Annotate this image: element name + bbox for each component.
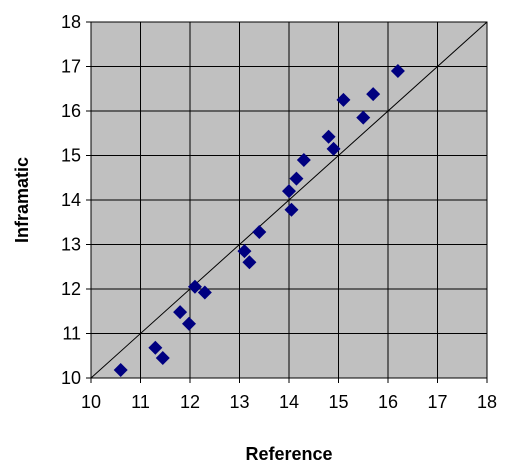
data-point-16	[336, 92, 351, 107]
data-point-11	[284, 202, 299, 217]
data-point-15	[326, 141, 341, 156]
reference-line	[90, 21, 488, 379]
data-point-2	[155, 350, 170, 365]
x-tick-labels: 10 11 12 13 14 15 16 17 18	[81, 392, 497, 412]
data-point-5	[187, 279, 202, 294]
data-point-4	[182, 316, 197, 331]
data-point-8	[242, 255, 257, 270]
data-point-17	[356, 110, 371, 125]
y-tick-label-4: 14	[61, 190, 81, 210]
y-axis-title: Inframatic	[12, 157, 32, 243]
data-point-1	[148, 340, 163, 355]
x-tick-label-6: 16	[378, 392, 398, 412]
y-tick-labels: 10 11 12 13 14 15 16 17 18	[61, 12, 81, 388]
y-tick-label-0: 10	[61, 368, 81, 388]
data-point-9	[252, 225, 267, 240]
data-point-14	[321, 129, 336, 144]
y-tick-label-8: 18	[61, 12, 81, 32]
y-tick-label-5: 15	[61, 146, 81, 166]
data-point-10	[282, 184, 296, 199]
x-tick-label-7: 17	[427, 392, 447, 412]
x-tick-label-3: 13	[229, 392, 249, 412]
x-tick-label-0: 10	[81, 392, 101, 412]
data-points	[113, 63, 405, 377]
x-tick-label-5: 15	[328, 392, 348, 412]
data-point-0	[113, 362, 128, 377]
data-point-7	[237, 244, 252, 259]
x-axis-title: Reference	[245, 444, 332, 464]
x-tick-label-4: 14	[279, 392, 299, 412]
data-point-13	[296, 152, 311, 167]
data-point-12	[289, 171, 304, 186]
y-tick-label-3: 13	[61, 235, 81, 255]
data-point-18	[366, 87, 381, 102]
y-tick-label-2: 12	[61, 279, 81, 299]
grid-lines	[86, 21, 488, 383]
data-point-19	[390, 63, 405, 78]
data-point-3	[173, 305, 188, 320]
reference-line-group	[90, 21, 488, 379]
y-tick-label-7: 17	[61, 57, 81, 77]
y-tick-label-1: 11	[62, 324, 81, 344]
x-tick-label-8: 18	[477, 392, 497, 412]
data-point-6	[197, 285, 212, 300]
y-tick-label-6: 16	[61, 101, 81, 121]
x-tick-label-1: 11	[131, 392, 150, 412]
x-tick-label-2: 12	[180, 392, 200, 412]
